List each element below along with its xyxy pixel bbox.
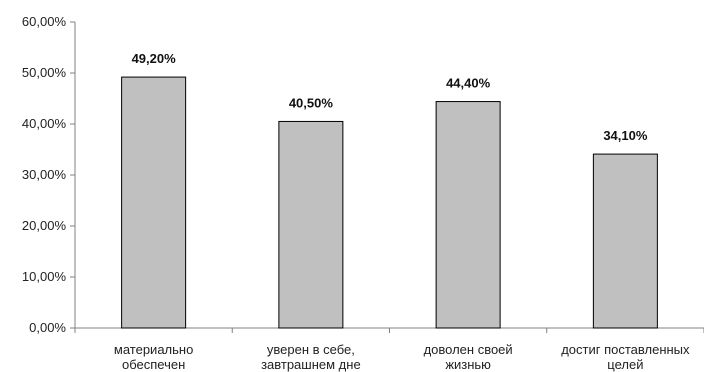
bar — [121, 76, 187, 329]
y-tick-label: 30,00% — [22, 167, 67, 182]
data-label: 34,10% — [603, 128, 648, 143]
bar — [435, 101, 501, 329]
y-tick-label: 60,00% — [22, 14, 67, 29]
x-category-label: достиг поставленных — [561, 342, 690, 357]
bars — [121, 76, 658, 329]
x-axis — [74, 327, 704, 333]
y-tick-label: 50,00% — [22, 65, 67, 80]
x-category-label: целей — [607, 357, 643, 372]
data-label: 40,50% — [289, 95, 334, 110]
x-category-label: материально — [114, 342, 193, 357]
x-category-label: обеспечен — [122, 357, 185, 372]
y-tick-label: 40,00% — [22, 116, 67, 131]
y-tick-label: 20,00% — [22, 218, 67, 233]
x-category-label: доволен своей — [424, 342, 513, 357]
data-label: 44,40% — [446, 76, 491, 91]
bar — [278, 120, 344, 329]
bar — [592, 153, 658, 329]
x-category-label: завтрашнем дне — [261, 357, 361, 372]
data-label: 49,20% — [132, 51, 177, 66]
x-category-label: жизнью — [445, 357, 491, 372]
y-tick-label: 0,00% — [29, 320, 66, 335]
y-tick-label: 10,00% — [22, 269, 67, 284]
x-category-label: уверен в себе, — [267, 342, 355, 357]
data-labels: 49,20% 40,50% 44,40% 34,10% — [132, 51, 648, 143]
y-axis: 0,00% 10,00% 20,00% 30,00% 40,00% 50,00% 60,00… — [22, 14, 76, 335]
